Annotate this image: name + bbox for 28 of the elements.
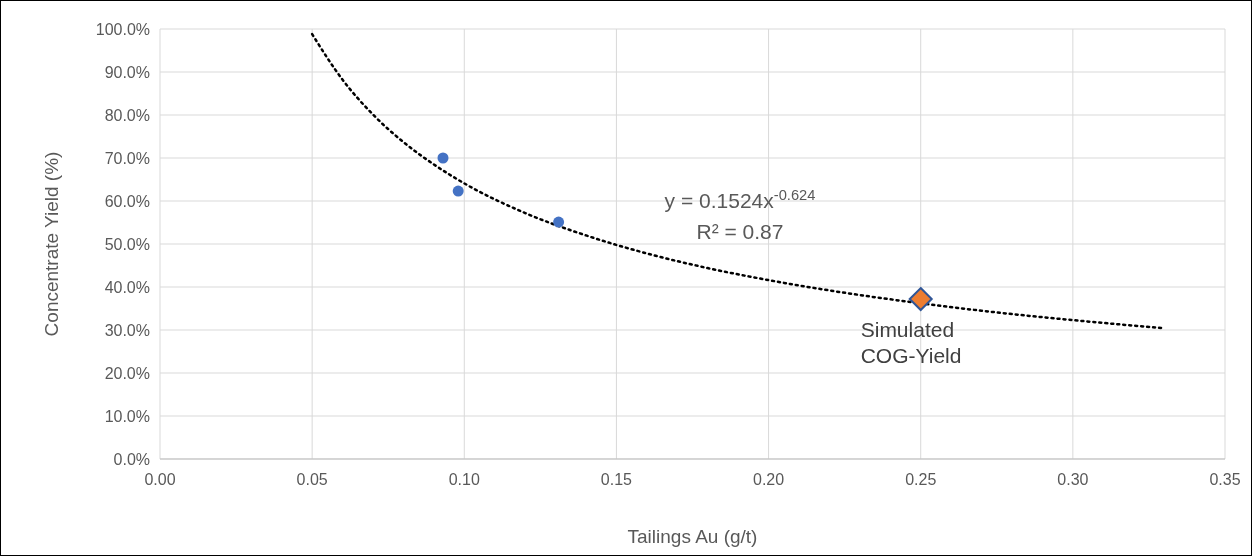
y-tick-label: 30.0% <box>104 322 150 339</box>
y-axis-title: Concentrate Yield (%) <box>41 151 62 337</box>
x-tick-label: 0.35 <box>1209 471 1241 488</box>
y-tick-label: 20.0% <box>104 365 150 382</box>
y-tick-label: 50.0% <box>104 236 150 253</box>
x-tick-label: 0.25 <box>905 471 937 488</box>
x-axis-title: Tailings Au (g/t) <box>627 526 758 547</box>
y-tick-label: 10.0% <box>104 408 150 425</box>
y-tick-label: 70.0% <box>104 150 150 167</box>
y-tick-label: 80.0% <box>104 107 150 124</box>
y-tick-label: 0.0% <box>113 451 150 468</box>
y-tick-label: 60.0% <box>104 193 150 210</box>
x-tick-label: 0.00 <box>144 471 176 488</box>
y-tick-label: 100.0% <box>95 21 150 38</box>
x-tick-label: 0.05 <box>296 471 328 488</box>
point <box>553 216 565 228</box>
annotation: R² = 0.87 <box>696 220 784 243</box>
x-tick-label: 0.20 <box>753 471 785 488</box>
y-tick-label: 40.0% <box>104 279 150 296</box>
point <box>437 152 449 164</box>
y-tick-label: 90.0% <box>104 64 150 81</box>
point <box>908 287 933 312</box>
x-tick-label: 0.10 <box>448 471 480 488</box>
x-tick-label: 0.30 <box>1057 471 1089 488</box>
annotation: Simulated COG-Yield <box>860 318 962 368</box>
x-tick-label: 0.15 <box>600 471 633 488</box>
point <box>452 185 464 197</box>
annotation: y = 0.1524x$^{-0.624}$ <box>664 187 816 212</box>
